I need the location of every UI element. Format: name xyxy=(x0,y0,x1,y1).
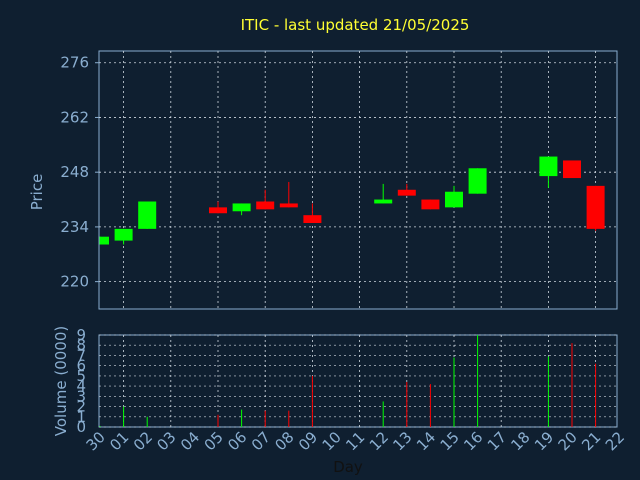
candles xyxy=(99,156,605,245)
day-tick-label: 10 xyxy=(319,428,345,454)
candle-body-20 xyxy=(563,160,581,179)
volume-tick-label: 2 xyxy=(76,398,86,416)
candle-body-08 xyxy=(279,203,298,208)
day-tick-label: 04 xyxy=(177,428,203,454)
day-tick-label: 02 xyxy=(130,428,156,454)
candle-body-19 xyxy=(539,156,558,177)
volume-tick-label: 7 xyxy=(76,346,86,364)
volume-tick-label: 6 xyxy=(76,357,86,375)
volume-tick-label: 1 xyxy=(76,408,86,426)
volume-tick-label: 9 xyxy=(76,326,86,344)
day-tick-label: 14 xyxy=(413,428,439,454)
price-axis-label: Price xyxy=(28,174,46,211)
candle-body-09 xyxy=(303,215,322,223)
price-tick-label: 220 xyxy=(60,273,89,291)
volume-tick-label: 0 xyxy=(76,418,86,436)
candle-body-16 xyxy=(468,168,487,194)
day-tick-label: 22 xyxy=(602,428,628,454)
day-tick-label: 07 xyxy=(248,428,274,454)
candle-body-30 xyxy=(99,236,109,245)
price-plot-frame xyxy=(98,50,618,310)
candle-body-02 xyxy=(138,201,157,229)
price-tick-label: 276 xyxy=(60,54,89,72)
day-x-ticks: 3001020304050607080910111213141516171819… xyxy=(83,428,628,454)
day-tick-label: 19 xyxy=(531,428,557,454)
chart-title: ITIC - last updated 21/05/2025 xyxy=(241,16,470,34)
candle-body-13 xyxy=(397,189,416,196)
candle-body-07 xyxy=(256,201,275,210)
day-tick-label: 30 xyxy=(83,428,109,454)
price-panel: 220 234 248 262 276 Price xyxy=(28,50,618,310)
day-tick-label: 08 xyxy=(271,428,297,454)
candle-body-06 xyxy=(232,203,251,212)
candle-body-15 xyxy=(445,191,463,208)
day-tick-label: 16 xyxy=(460,428,486,454)
price-tick-label: 262 xyxy=(60,108,89,126)
volume-plot-frame xyxy=(98,334,618,428)
volume-tick-label: 5 xyxy=(76,367,86,385)
day-tick-label: 09 xyxy=(295,428,321,454)
volume-grid xyxy=(99,334,617,428)
price-tick-label: 248 xyxy=(60,163,89,181)
candle-body-01 xyxy=(114,228,133,241)
day-axis-label: Day xyxy=(333,458,363,476)
price-tick-label: 234 xyxy=(60,218,89,236)
volume-axis-label: Volume (0000) xyxy=(52,326,70,436)
day-tick-label: 20 xyxy=(555,428,581,454)
day-tick-label: 17 xyxy=(484,428,510,454)
day-tick-label: 12 xyxy=(366,428,392,454)
candle-body-12 xyxy=(374,199,393,204)
price-grid xyxy=(99,51,617,309)
candle-body-21 xyxy=(586,185,605,229)
volume-tick-label: 3 xyxy=(76,387,86,405)
day-tick-label: 06 xyxy=(224,428,250,454)
candle-body-05 xyxy=(209,207,227,214)
day-tick-label: 11 xyxy=(342,428,368,454)
candle-body-14 xyxy=(421,199,440,210)
day-tick-label: 21 xyxy=(578,428,604,454)
day-tick-label: 03 xyxy=(153,428,179,454)
volume-tick-label: 4 xyxy=(76,377,86,395)
day-tick-label: 01 xyxy=(106,428,132,454)
volume-tick-label: 8 xyxy=(76,336,86,354)
price-y-ticks: 220 234 248 262 276 xyxy=(60,54,99,291)
day-tick-label: 13 xyxy=(389,428,415,454)
day-tick-label: 05 xyxy=(201,428,227,454)
volume-bars xyxy=(99,335,597,427)
day-tick-label: 15 xyxy=(437,428,463,454)
day-tick-label: 18 xyxy=(507,428,533,454)
